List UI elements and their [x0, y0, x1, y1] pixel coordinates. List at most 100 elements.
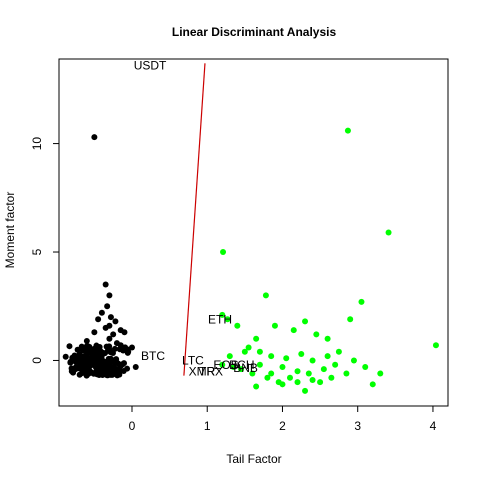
- data-point: [219, 311, 226, 318]
- data-point: [116, 346, 123, 353]
- data-point: [369, 381, 376, 388]
- point-label: XMR: [189, 364, 216, 378]
- x-tick-label: 2: [279, 419, 286, 433]
- data-point: [106, 356, 113, 363]
- x-tick-label: 4: [430, 419, 437, 433]
- data-point: [324, 353, 331, 360]
- x-tick-label: 1: [204, 419, 211, 433]
- point-label: EOS: [213, 358, 238, 372]
- data-point: [234, 322, 241, 329]
- data-point: [66, 343, 73, 350]
- point-label: USDT: [134, 59, 167, 73]
- data-point: [124, 365, 131, 372]
- data-point: [343, 370, 350, 377]
- data-point: [238, 366, 245, 373]
- x-tick-label: 0: [129, 419, 136, 433]
- data-point: [241, 348, 248, 355]
- data-point: [302, 318, 309, 325]
- y-axis-label: Moment factor: [3, 192, 17, 269]
- chart-title: Linear Discriminant Analysis: [172, 25, 337, 39]
- data-point: [220, 249, 227, 256]
- data-point: [106, 335, 113, 342]
- data-point: [268, 370, 275, 377]
- data-point: [302, 387, 309, 394]
- data-point: [328, 374, 335, 381]
- data-point: [106, 292, 113, 299]
- data-point: [104, 347, 111, 354]
- data-point: [102, 281, 109, 288]
- data-point: [245, 344, 252, 351]
- axis-ticks: 0 1 2 3 4 0 5 10: [30, 137, 437, 433]
- data-point: [102, 324, 109, 331]
- plot-frame: [58, 58, 449, 407]
- data-point: [344, 127, 351, 134]
- data-point: [256, 348, 263, 355]
- data-point: [264, 374, 271, 381]
- data-point: [347, 316, 354, 323]
- data-point: [294, 368, 301, 375]
- point-label: BCH: [229, 358, 254, 372]
- data-point: [335, 348, 342, 355]
- data-point: [104, 371, 111, 378]
- data-point: [81, 365, 88, 372]
- x-tick-label: 3: [354, 419, 361, 433]
- data-point: [283, 355, 290, 362]
- data-point: [432, 342, 439, 349]
- data-point: [279, 363, 286, 370]
- data-point: [97, 348, 104, 355]
- data-point: [98, 309, 105, 316]
- data-point: [67, 359, 74, 366]
- data-point: [91, 348, 98, 355]
- data-point: [253, 335, 260, 342]
- data-point: [271, 322, 278, 329]
- y-tick-label: 0: [30, 357, 44, 364]
- data-point: [305, 370, 312, 377]
- data-point: [253, 383, 260, 390]
- data-point: [122, 344, 129, 351]
- data-point: [85, 349, 92, 356]
- data-point: [226, 353, 233, 360]
- data-point: [104, 303, 111, 310]
- data-point: [107, 314, 114, 321]
- data-point: [132, 363, 139, 370]
- data-point: [358, 298, 365, 305]
- data-point: [76, 355, 83, 362]
- data-point: [91, 134, 98, 141]
- data-point: [112, 318, 119, 325]
- data-point: [91, 329, 98, 336]
- data-point: [256, 361, 263, 368]
- boundary-line: [183, 63, 206, 376]
- data-point: [313, 331, 320, 338]
- data-point: [385, 229, 392, 236]
- data-point: [320, 366, 327, 373]
- data-point: [279, 381, 286, 388]
- point-label: TRX: [199, 364, 223, 378]
- point-label: BTC: [141, 349, 165, 363]
- data-point: [324, 335, 331, 342]
- data-point: [309, 357, 316, 364]
- data-point: [124, 349, 131, 356]
- data-point: [83, 337, 90, 344]
- data-point: [230, 363, 237, 370]
- data-point: [95, 316, 102, 323]
- data-point: [93, 361, 100, 368]
- data-point: [84, 342, 91, 349]
- data-point: [332, 361, 339, 368]
- y-tick-label: 5: [30, 248, 44, 255]
- data-point: [118, 362, 125, 369]
- data-point: [86, 368, 93, 375]
- point-label: ETH: [208, 312, 232, 326]
- data-point: [294, 379, 301, 386]
- data-point: [114, 369, 121, 376]
- data-point: [377, 370, 384, 377]
- x-axis-label: Tail Factor: [226, 452, 281, 466]
- point-label: LTC: [182, 353, 204, 367]
- decision-boundary: [183, 63, 206, 376]
- data-points: [62, 127, 439, 394]
- data-point: [70, 369, 77, 376]
- data-point: [268, 353, 275, 360]
- data-point: [76, 371, 83, 378]
- data-point: [94, 365, 101, 372]
